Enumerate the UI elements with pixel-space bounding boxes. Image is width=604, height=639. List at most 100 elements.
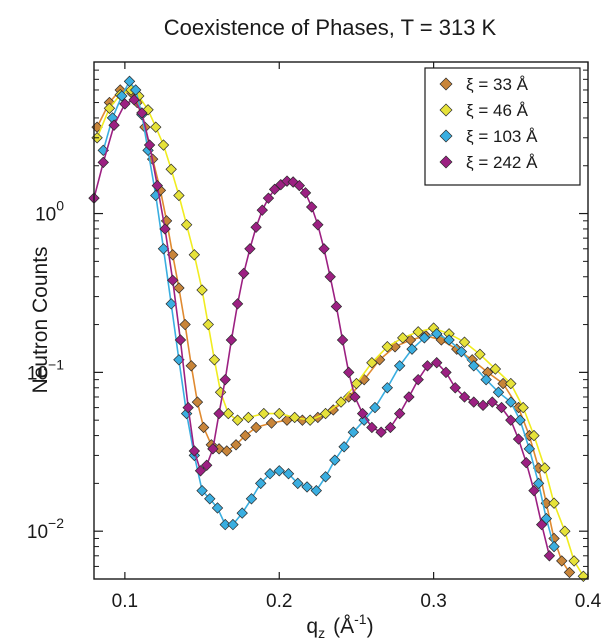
data-point (563, 566, 576, 579)
data-point (185, 360, 197, 372)
data-point (477, 399, 489, 412)
data-point (221, 445, 233, 457)
plot-frame (93, 61, 589, 580)
data-point (418, 332, 431, 344)
data-point (202, 318, 214, 331)
legend-box (424, 67, 581, 186)
data-point (412, 326, 424, 338)
data-point (244, 243, 256, 255)
data-point (366, 357, 378, 369)
data-point (211, 502, 224, 514)
data-point (324, 271, 336, 283)
data-point (528, 484, 540, 497)
data-point (349, 391, 361, 403)
data-point (255, 477, 267, 490)
data-point (336, 334, 349, 346)
data-point (238, 267, 250, 280)
data-point (431, 357, 443, 369)
data-point (231, 298, 244, 310)
data-point (256, 204, 268, 216)
data-point (406, 343, 418, 355)
data-point (173, 282, 185, 294)
data-point (495, 401, 508, 414)
data-point (375, 426, 387, 438)
data-point (421, 360, 434, 372)
data-point (194, 465, 207, 477)
data-point (157, 139, 170, 151)
y-tick-label: 100 (35, 198, 64, 226)
data-point (505, 377, 517, 390)
data-point (568, 555, 580, 567)
data-point (343, 366, 355, 379)
data-point (173, 189, 185, 202)
data-point (381, 382, 394, 394)
y-tick-label: 10−2 (27, 515, 64, 543)
data-point (165, 298, 177, 310)
data-point (535, 518, 548, 531)
data-point (497, 377, 509, 390)
data-point (262, 192, 275, 204)
data-point (119, 98, 131, 110)
data-point (180, 219, 193, 231)
legend-label: ξ = 242 Å (466, 153, 538, 172)
data-point (123, 75, 136, 88)
data-point (179, 318, 191, 331)
data-point (236, 507, 248, 519)
data-point (174, 334, 187, 346)
data-point (150, 121, 162, 133)
data-point (458, 391, 471, 403)
data-point (213, 407, 225, 420)
legend: ξ = 33 Å ξ = 46 Å ξ = 103 Å ξ = 242 Å (424, 67, 581, 186)
data-point (338, 441, 350, 453)
legend-label: ξ = 46 Å (466, 101, 529, 120)
data-point (288, 411, 301, 424)
data-point (512, 433, 525, 445)
x-tick-label: 0.3 (420, 591, 446, 612)
data-point (159, 223, 171, 235)
data-point (196, 284, 208, 296)
data-point (108, 119, 120, 131)
data-point (304, 414, 316, 426)
data-point (468, 360, 480, 372)
data-point (523, 443, 536, 455)
x-axis-label-unit-exponent: -1 (354, 611, 367, 627)
legend-label: ξ = 33 Å (466, 75, 529, 94)
x-axis-label-subscript: z (318, 625, 325, 639)
data-point (319, 407, 332, 420)
data-point (136, 107, 148, 119)
y-axis-label: Neutron Counts (29, 246, 52, 393)
x-axis-label: qz (Å-1) (306, 611, 373, 639)
data-point (528, 429, 540, 442)
data-point (219, 373, 231, 386)
data-point (301, 481, 313, 493)
series-4 (88, 94, 556, 562)
data-point (369, 401, 381, 414)
data-point (381, 341, 394, 353)
data-point (208, 354, 221, 366)
data-point (219, 518, 231, 531)
data-point (532, 477, 545, 490)
data-point (129, 84, 142, 96)
data-point (505, 414, 517, 426)
data-point (167, 274, 179, 286)
data-point (312, 219, 324, 231)
data-point (222, 407, 235, 420)
data-point (292, 477, 304, 490)
data-point (548, 540, 560, 553)
data-point (310, 484, 322, 497)
data-point (258, 407, 270, 420)
legend-label: ξ = 103 Å (466, 127, 538, 146)
data-point (489, 363, 502, 375)
data-point (204, 493, 216, 505)
data-point (165, 163, 177, 175)
y-tick-label: 10−1 (27, 356, 64, 384)
data-point (143, 139, 156, 151)
x-axis-label-unit-close: ) (367, 615, 374, 638)
data-point (151, 179, 163, 192)
data-point (128, 94, 140, 106)
x-tick-label: 0.4 (575, 591, 602, 612)
ticks-layer: 0.1 0.2 0.3 0.4 100 10−1 10−2 (27, 61, 602, 612)
data-point (350, 377, 363, 390)
data-point (397, 332, 409, 344)
